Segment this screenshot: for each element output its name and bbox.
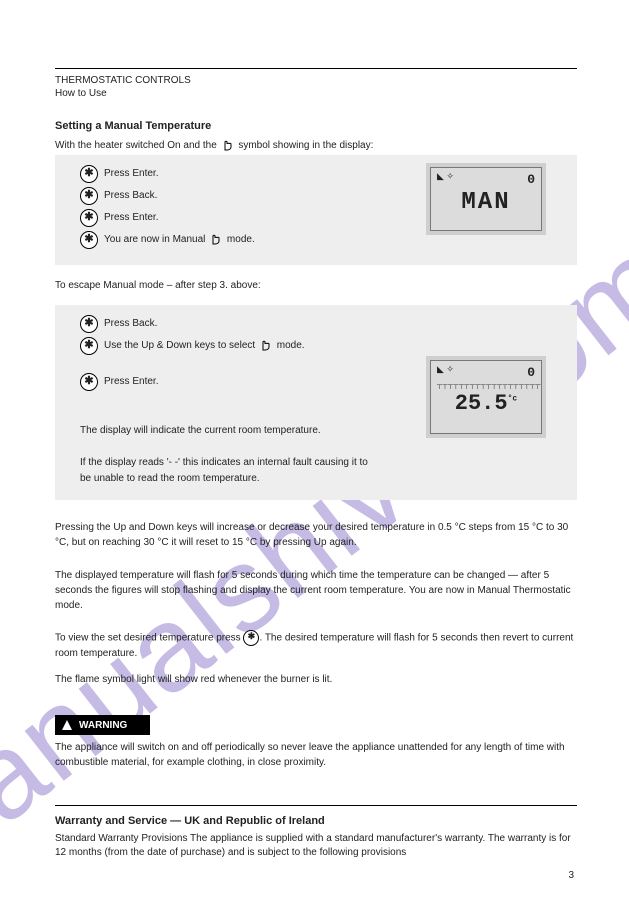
step-2: Press Back. xyxy=(80,187,157,205)
step-2-text: Press Back. xyxy=(104,190,157,201)
header-line-2: How to Use xyxy=(55,88,107,99)
intro-line: With the heater switched On and the symb… xyxy=(55,138,577,153)
step-b2-text: Use the Up & Down keys to select mode. xyxy=(104,340,305,351)
lcd-zero: 0 xyxy=(527,365,535,380)
instruction-box-1: Press Enter. Press Back. Press Enter. Yo… xyxy=(55,155,577,265)
warning-paragraph: The appliance will switch on and off per… xyxy=(55,740,577,770)
intro-text-b: symbol showing in the display: xyxy=(238,140,373,151)
lcd-display-1: ◣ ✧ 0 MAN xyxy=(430,167,542,231)
box2-note-2: If the display reads '- -' this indicate… xyxy=(80,455,370,487)
step-b3-text: Press Enter. xyxy=(104,376,158,387)
step-4: You are now in Manual mode. xyxy=(80,231,255,249)
lcd-top-row: ◣ ✧ 0 xyxy=(431,168,541,187)
star-bullet-icon xyxy=(243,630,259,646)
page-number: 3 xyxy=(568,870,574,881)
lcd-flame-icon: ◣ ✧ xyxy=(437,172,454,181)
paragraph-3: To view the set desired temperature pres… xyxy=(55,630,577,661)
warranty-title: Warranty and Service — UK and Republic o… xyxy=(55,815,325,827)
warning-label-text: WARNING xyxy=(79,720,127,731)
step-3-text: Press Enter. xyxy=(104,212,158,223)
step-3: Press Enter. xyxy=(80,209,158,227)
star-bullet-icon xyxy=(80,337,98,355)
paragraph-4: The flame symbol light will show red whe… xyxy=(55,672,577,687)
warranty-body: Standard Warranty Provisions The applian… xyxy=(55,832,577,860)
star-bullet-icon xyxy=(80,231,98,249)
hand-icon xyxy=(222,139,234,151)
lcd-temp-unit: °c xyxy=(508,395,518,404)
lcd-zero: 0 xyxy=(527,172,535,187)
lcd-display-2: ◣ ✧ 0 ┬┬┬┬┬┬┬┬┬┬┬┬┬┬┬┬┬┬┬┬┬ 25.5°c xyxy=(430,360,542,434)
lcd-temperature: 25.5°c xyxy=(431,389,541,416)
warning-triangle-icon xyxy=(61,719,73,731)
step-1: Press Enter. xyxy=(80,165,158,183)
step-4-text: You are now in Manual mode. xyxy=(104,234,255,245)
step-b1-text: Press Back. xyxy=(104,318,157,329)
lcd-main-text: MAN xyxy=(431,187,541,220)
star-bullet-icon xyxy=(80,165,98,183)
bridge-text: To escape Manual mode – after step 3. ab… xyxy=(55,278,577,293)
lcd-ticks: ┬┬┬┬┬┬┬┬┬┬┬┬┬┬┬┬┬┬┬┬┬ xyxy=(431,380,541,389)
instruction-box-2: Press Back. Use the Up & Down keys to se… xyxy=(55,305,577,500)
step-b3: Press Enter. xyxy=(80,373,158,391)
lcd-flame-icon: ◣ ✧ xyxy=(437,365,454,374)
star-bullet-icon xyxy=(80,373,98,391)
step-1-text: Press Enter. xyxy=(104,168,158,179)
intro-text-a: With the heater switched On and the xyxy=(55,140,217,151)
warning-label-box: WARNING xyxy=(55,715,150,735)
hand-icon xyxy=(260,339,272,351)
star-bullet-icon xyxy=(80,209,98,227)
header-line-1: THERMOSTATIC CONTROLS xyxy=(55,75,191,86)
paragraph-2: The displayed temperature will flash for… xyxy=(55,568,577,613)
lcd-top-row: ◣ ✧ 0 xyxy=(431,361,541,380)
header-rule xyxy=(55,68,577,69)
step-b1: Press Back. xyxy=(80,315,157,333)
star-bullet-icon xyxy=(80,315,98,333)
section-title: Setting a Manual Temperature xyxy=(55,120,211,132)
footer-rule xyxy=(55,805,577,806)
box2-note-1: The display will indicate the current ro… xyxy=(80,423,370,439)
star-bullet-icon xyxy=(80,187,98,205)
step-b2: Use the Up & Down keys to select mode. xyxy=(80,337,305,355)
lcd-temp-value: 25.5 xyxy=(455,391,508,416)
hand-icon xyxy=(210,233,222,245)
paragraph-1: Pressing the Up and Down keys will incre… xyxy=(55,520,577,550)
